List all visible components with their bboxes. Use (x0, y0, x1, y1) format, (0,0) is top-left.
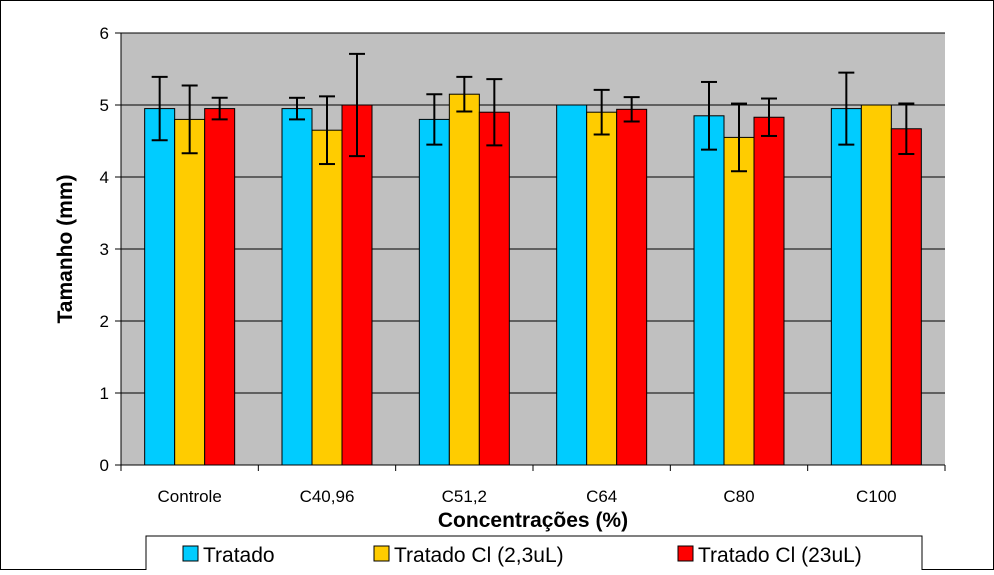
bar (753, 116, 785, 466)
bar (693, 115, 725, 466)
y-tick-label: 1 (100, 384, 109, 403)
bar (860, 104, 892, 466)
legend-label: Tratado (203, 544, 275, 567)
x-axis-title: Concentrações (%) (438, 509, 628, 532)
bar (616, 108, 648, 466)
y-tick-label: 3 (100, 240, 109, 259)
y-axis-title: Tamanho (mm) (54, 175, 77, 324)
legend: Tratado Tratado Cl (2,3uL) Tratado Cl (23u… (145, 535, 923, 575)
y-tick-label: 2 (100, 312, 109, 331)
bar (723, 136, 755, 466)
y-tick-label: 4 (100, 168, 109, 187)
x-tick-label: C40,96 (300, 487, 355, 506)
y-tick-label: 0 (100, 456, 109, 475)
legend-swatch (373, 545, 390, 562)
y-tick-labels: 0 1 2 3 4 5 6 (100, 24, 109, 475)
bar (311, 129, 343, 466)
gridlines (121, 32, 945, 394)
legend-label: Tratado Cl (23uL) (698, 544, 862, 567)
bar (418, 118, 450, 466)
legend-swatch (677, 545, 694, 562)
bar (281, 108, 313, 466)
bar (830, 108, 862, 466)
x-tick-label: Controle (158, 487, 222, 506)
y-tick-label: 5 (100, 96, 109, 115)
y-tick-label: 6 (100, 24, 109, 43)
bar (204, 108, 236, 466)
error-bars (151, 52, 915, 173)
x-tick-labels: Controle C40,96 C51,2 C64 C80 C100 (158, 487, 897, 506)
bar (144, 108, 176, 466)
bar (890, 128, 922, 466)
bars (144, 93, 922, 466)
bar (174, 118, 206, 466)
legend-box (145, 535, 923, 575)
bar (478, 111, 510, 466)
axes (115, 32, 946, 471)
bar (341, 104, 373, 466)
bar (556, 104, 588, 466)
legend-swatch (182, 545, 199, 562)
x-tick-label: C100 (856, 487, 897, 506)
legend-label: Tratado Cl (2,3uL) (394, 544, 564, 567)
bar (448, 93, 480, 466)
x-tick-label: C80 (723, 487, 754, 506)
x-tick-label: C64 (586, 487, 617, 506)
x-tick-label: C51,2 (442, 487, 487, 506)
bar (586, 111, 618, 466)
